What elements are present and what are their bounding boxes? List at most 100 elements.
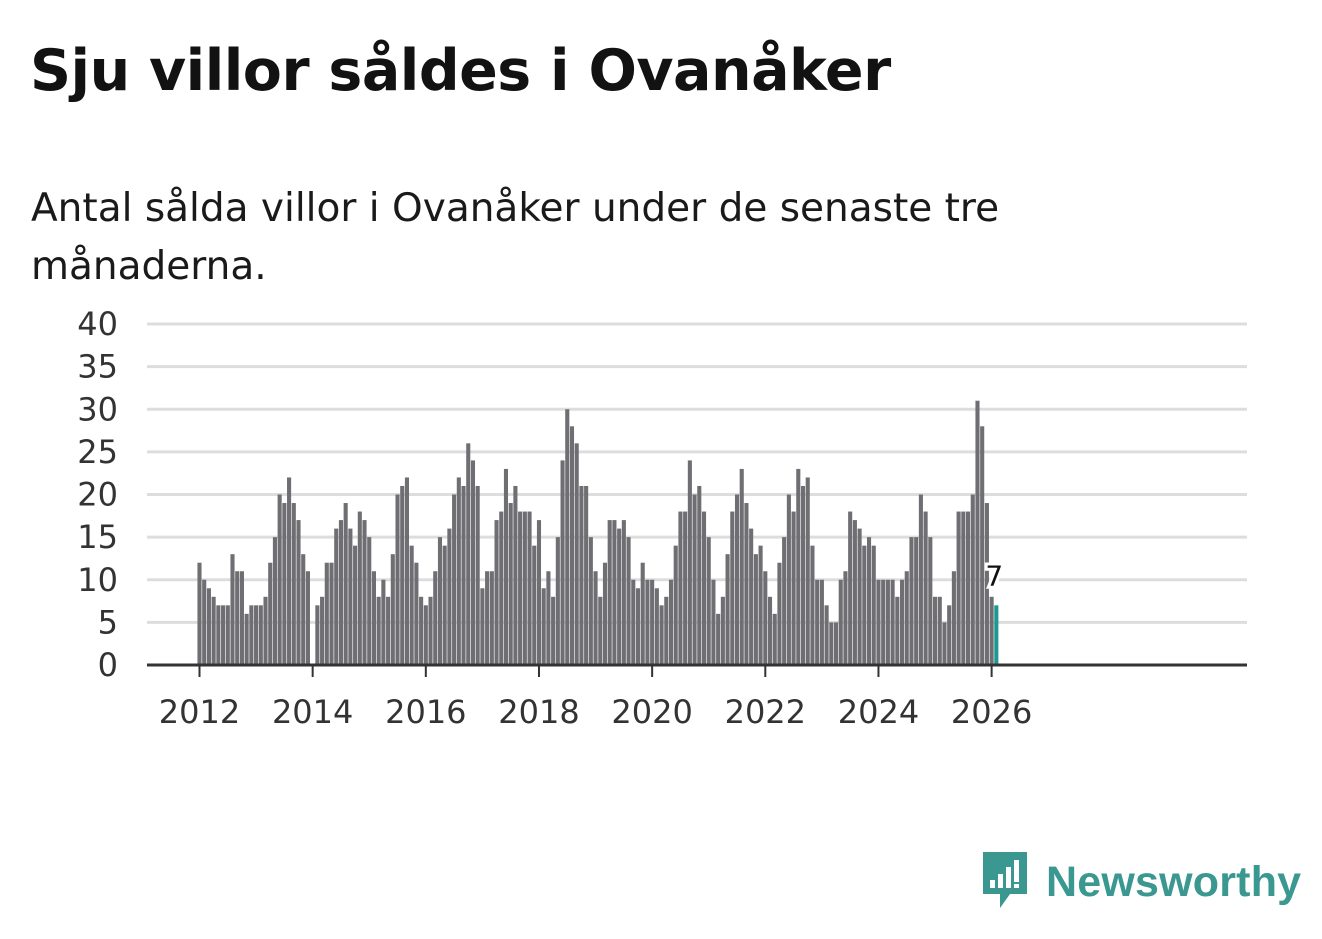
bar	[404, 477, 410, 665]
bar	[277, 494, 282, 665]
bar	[767, 596, 773, 665]
bar	[442, 545, 447, 665]
chart-title: Sju villor såldes i Ovanåker	[30, 38, 891, 104]
bar	[984, 503, 989, 665]
bar	[499, 511, 504, 665]
bar	[810, 545, 815, 665]
bar	[211, 596, 216, 665]
bar	[857, 528, 862, 665]
x-tick-label: 2012	[159, 693, 240, 731]
bar	[579, 485, 584, 665]
bar	[470, 460, 476, 665]
bar	[320, 596, 325, 665]
brand-logo: Newsworthy	[980, 850, 1301, 914]
bar	[301, 554, 306, 665]
bar-chart: 2012 2014 2016 2018 2020 2022 2024 2026 0 5 10 15 2…	[77, 305, 1247, 731]
bar	[206, 588, 211, 665]
bar	[343, 503, 348, 665]
bar	[282, 503, 287, 665]
bar	[815, 579, 820, 665]
bar	[734, 494, 740, 665]
bar	[895, 596, 900, 665]
bar	[503, 468, 509, 665]
bar	[428, 596, 433, 665]
bar	[739, 468, 744, 665]
bar	[456, 477, 461, 665]
bar	[862, 545, 867, 665]
y-tick-label: 0	[98, 646, 118, 684]
bar	[664, 596, 669, 665]
bar	[772, 613, 777, 665]
bar	[843, 571, 848, 665]
y-tick-label: 15	[77, 518, 118, 556]
bar	[225, 605, 230, 665]
y-tick-label: 30	[77, 390, 118, 428]
bar	[268, 562, 273, 665]
bar	[626, 537, 631, 666]
bar	[706, 537, 711, 666]
y-axis: 0 5 10 15 20 25 30 35 40	[77, 305, 118, 684]
bar	[687, 460, 692, 665]
bar	[635, 588, 641, 665]
bar	[749, 528, 754, 665]
bar	[437, 537, 443, 666]
bar	[782, 537, 787, 666]
brand-name: Newsworthy	[1046, 857, 1302, 906]
bar	[348, 528, 353, 665]
bar	[565, 409, 570, 665]
bar	[621, 520, 626, 665]
bar	[914, 537, 919, 666]
bar	[848, 511, 853, 665]
bar	[489, 571, 494, 665]
bar	[668, 579, 674, 665]
bar	[258, 605, 263, 665]
x-tick-label: 2024	[838, 693, 919, 731]
bar	[631, 579, 636, 665]
bar	[786, 494, 791, 665]
bar	[254, 605, 259, 665]
bar	[838, 579, 843, 665]
bar	[414, 562, 419, 665]
bar	[720, 596, 725, 665]
bar	[452, 494, 457, 665]
bar	[659, 605, 664, 665]
bar	[461, 485, 466, 665]
bar	[881, 579, 886, 665]
bar	[324, 562, 329, 665]
bar	[645, 579, 650, 665]
bar	[386, 596, 391, 665]
bar	[951, 571, 956, 665]
bar	[362, 520, 367, 665]
bar	[249, 605, 254, 665]
bar	[819, 579, 824, 665]
bar	[678, 511, 683, 665]
bar	[796, 468, 801, 665]
bar	[560, 460, 565, 665]
bar	[230, 554, 235, 665]
bar	[593, 571, 598, 665]
x-tick-label: 2014	[272, 693, 353, 731]
bar	[395, 494, 400, 665]
y-tick-label: 20	[77, 476, 118, 514]
bar	[423, 605, 428, 665]
bar	[975, 400, 980, 665]
newsworthy-logo-icon	[980, 850, 1030, 914]
x-axis: 2012 2014 2016 2018 2020 2022 2024 2026	[159, 665, 1032, 731]
bar	[584, 485, 589, 665]
bar	[466, 443, 471, 665]
bar	[329, 562, 334, 665]
bar	[980, 426, 985, 665]
bar	[390, 554, 395, 665]
y-tick-label: 10	[77, 561, 118, 599]
bar	[956, 511, 961, 665]
y-tick-label: 35	[77, 348, 118, 386]
bar	[574, 443, 579, 665]
bar	[480, 588, 485, 665]
bar	[966, 511, 971, 665]
bar	[673, 545, 678, 665]
x-tick-label: 2018	[498, 693, 579, 731]
bar	[353, 545, 358, 665]
bar	[683, 511, 688, 665]
bar	[800, 485, 806, 665]
bar	[532, 545, 537, 665]
